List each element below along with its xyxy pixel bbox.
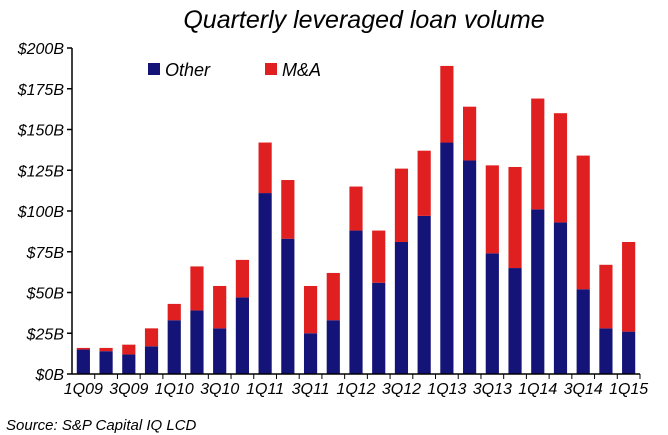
bar-other-2q09: [99, 351, 113, 374]
x-tick-label: 1Q14: [518, 381, 557, 398]
bar-ma-2q09: [99, 347, 113, 352]
y-axis: $0B $25B $50B $75B $100B $125B $150B $175B $200B: [17, 41, 73, 384]
bar-other-2q10: [190, 310, 204, 374]
bar-other-3q14: [576, 289, 590, 374]
bar-ma-3q10: [213, 285, 227, 329]
bar-other-4q13: [508, 268, 522, 374]
bar-ma-2q10: [190, 266, 204, 311]
bar-ma-3q12: [394, 168, 409, 242]
bar-ma-1q11: [258, 142, 272, 194]
bar-other-2q14: [553, 222, 568, 374]
x-tick-label: 1Q10: [155, 381, 194, 398]
x-tick-label: 1Q11: [246, 381, 284, 398]
y-tick-label: $100B: [17, 204, 65, 221]
bar-other-3q11: [303, 333, 318, 374]
x-tick-label: 1Q15: [609, 381, 648, 398]
bar-other-1q13: [440, 142, 454, 374]
x-tick-label: 3Q12: [382, 381, 421, 398]
bar-other-3q13: [485, 253, 499, 374]
bar-other-1q15: [622, 331, 636, 374]
y-tick-label: $175B: [17, 82, 65, 99]
bar-other-4q09: [144, 346, 159, 374]
bar-other-1q10: [167, 320, 181, 374]
legend-swatch-other: [148, 63, 160, 75]
bar-other-2q12: [372, 282, 386, 374]
x-tick-label: 3Q14: [564, 381, 603, 398]
bar-ma-4q14: [599, 264, 613, 329]
legend: Other M&A: [148, 60, 321, 80]
bar-ma-1q15: [622, 241, 636, 332]
bar-other-1q09: [76, 349, 90, 374]
bar-ma-1q14: [531, 98, 545, 210]
x-tick-label: 1Q13: [427, 381, 466, 398]
bar-ma-4q13: [508, 166, 522, 269]
y-tick-label: $125B: [17, 163, 65, 180]
x-tick-label: 1Q12: [336, 381, 375, 398]
x-tick-label: 3Q09: [109, 381, 148, 398]
x-tick-label: 1Q09: [64, 381, 103, 398]
bar-ma-1q13: [440, 65, 454, 143]
bar-ma-2q14: [553, 113, 568, 223]
bar-other-2q13: [463, 160, 477, 374]
bar-other-1q12: [349, 230, 363, 374]
bar-other-1q11: [258, 193, 272, 374]
bar-other-3q12: [394, 241, 409, 374]
bar-other-4q10: [235, 297, 249, 374]
y-tick-label: $200B: [17, 41, 65, 58]
y-tick-label: $75B: [26, 245, 65, 262]
bar-ma-4q11: [326, 272, 340, 321]
y-tick-label: $50B: [26, 286, 65, 303]
bar-ma-3q09: [122, 344, 136, 355]
x-tick-label: 3Q13: [473, 381, 512, 398]
x-tick-label: 3Q11: [292, 381, 330, 398]
legend-label-ma: M&A: [282, 60, 321, 80]
bar-ma-1q09: [76, 347, 90, 350]
bar-other-3q09: [122, 354, 136, 374]
bar-ma-3q13: [485, 165, 499, 254]
y-tick-label: $150B: [17, 123, 65, 140]
legend-label-other: Other: [165, 60, 211, 80]
y-tick-label: $0B: [35, 367, 65, 384]
bar-ma-3q11: [303, 285, 318, 334]
bar-ma-2q13: [463, 106, 477, 161]
bar-other-4q14: [599, 328, 613, 374]
source-note: Source: S&P Capital IQ LCD: [6, 417, 197, 434]
legend-swatch-ma: [265, 63, 277, 75]
bar-other-4q11: [326, 320, 340, 374]
bar-ma-1q12: [349, 186, 363, 231]
bar-ma-4q12: [417, 150, 431, 216]
y-tick-label: $25B: [26, 326, 65, 343]
bars: [76, 65, 636, 374]
bar-other-3q10: [213, 328, 227, 374]
chart-title: Quarterly leveraged loan volume: [183, 6, 544, 34]
bar-ma-1q10: [167, 303, 181, 321]
bar-other-4q12: [417, 215, 431, 374]
bar-ma-2q12: [372, 230, 386, 283]
bar-ma-3q14: [576, 155, 590, 290]
bar-other-2q11: [281, 238, 295, 374]
bar-ma-2q11: [281, 180, 295, 239]
x-tick-label: 3Q10: [200, 381, 239, 398]
bar-ma-4q10: [235, 259, 249, 298]
bar-ma-4q09: [144, 328, 159, 347]
x-axis: 1Q09 3Q09 1Q10 3Q10 1Q11 3Q11 1Q12 3Q12 1Q13 3Q13…: [64, 373, 648, 398]
bar-other-1q14: [531, 209, 545, 374]
